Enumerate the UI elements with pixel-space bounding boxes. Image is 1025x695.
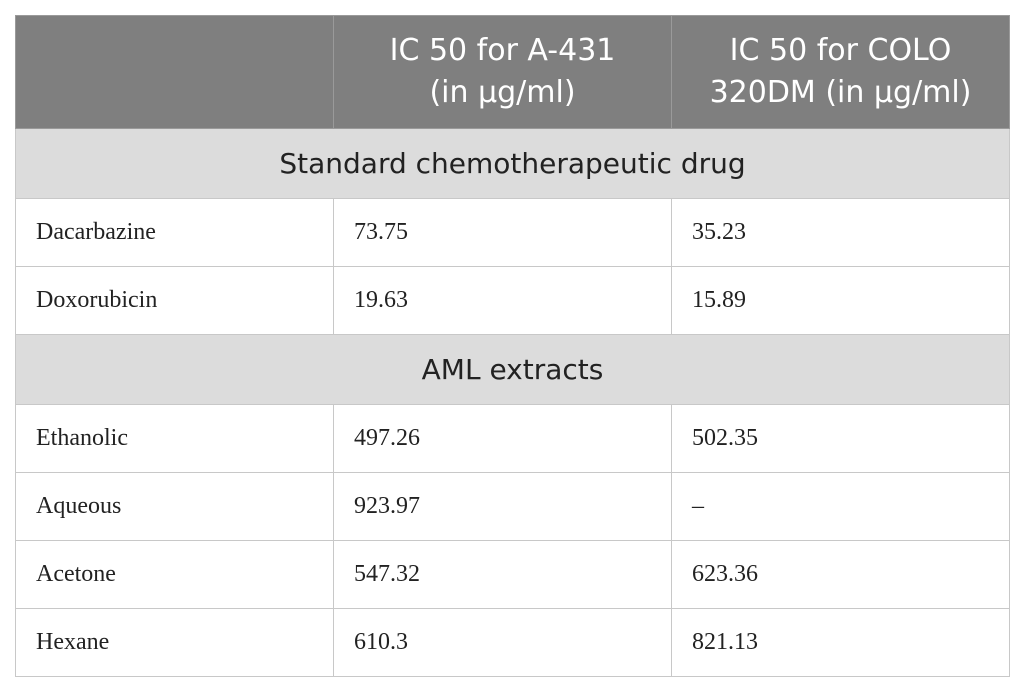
- ic50-table-container: IC 50 for A-431 (in µg/ml) IC 50 for COL…: [15, 15, 1010, 677]
- table-row: Hexane 610.3 821.13: [15, 608, 1010, 677]
- section-title: AML extracts: [15, 334, 1010, 405]
- row-name: Doxorubicin: [15, 266, 334, 335]
- row-colo-value: 502.35: [671, 404, 1010, 473]
- table-row: Doxorubicin 19.63 15.89: [15, 266, 1010, 335]
- table-row: Aqueous 923.97 –: [15, 472, 1010, 541]
- table-row: Ethanolic 497.26 502.35: [15, 404, 1010, 473]
- header-a431-line1: IC 50 for A-431: [389, 33, 616, 68]
- table-header: IC 50 for A-431 (in µg/ml) IC 50 for COL…: [15, 15, 1010, 129]
- row-a431-value: 547.32: [333, 540, 672, 609]
- header-empty-cell: [15, 15, 334, 129]
- header-colo-line1: IC 50 for COLO: [729, 33, 952, 68]
- row-name: Hexane: [15, 608, 334, 677]
- row-a431-value: 73.75: [333, 198, 672, 267]
- ic50-table: IC 50 for A-431 (in µg/ml) IC 50 for COL…: [15, 15, 1010, 677]
- row-colo-value: 821.13: [671, 608, 1010, 677]
- row-a431-value: 19.63: [333, 266, 672, 335]
- row-colo-value: 35.23: [671, 198, 1010, 267]
- section-row: Standard chemotherapeutic drug: [15, 128, 1010, 199]
- row-a431-value: 923.97: [333, 472, 672, 541]
- row-a431-value: 497.26: [333, 404, 672, 473]
- table-body: Standard chemotherapeutic drug Dacarbazi…: [15, 128, 1010, 677]
- header-colo: IC 50 for COLO 320DM (in µg/ml): [671, 15, 1010, 129]
- row-colo-value: 15.89: [671, 266, 1010, 335]
- header-row: IC 50 for A-431 (in µg/ml) IC 50 for COL…: [15, 15, 1010, 129]
- row-name: Aqueous: [15, 472, 334, 541]
- row-colo-value: 623.36: [671, 540, 1010, 609]
- header-a431-line2: (in µg/ml): [429, 75, 576, 110]
- header-colo-line2: 320DM (in µg/ml): [709, 75, 972, 110]
- section-row: AML extracts: [15, 334, 1010, 405]
- row-name: Dacarbazine: [15, 198, 334, 267]
- row-a431-value: 610.3: [333, 608, 672, 677]
- row-name: Ethanolic: [15, 404, 334, 473]
- section-title: Standard chemotherapeutic drug: [15, 128, 1010, 199]
- row-colo-value: –: [671, 472, 1010, 541]
- header-a431: IC 50 for A-431 (in µg/ml): [333, 15, 672, 129]
- table-row: Acetone 547.32 623.36: [15, 540, 1010, 609]
- row-name: Acetone: [15, 540, 334, 609]
- table-row: Dacarbazine 73.75 35.23: [15, 198, 1010, 267]
